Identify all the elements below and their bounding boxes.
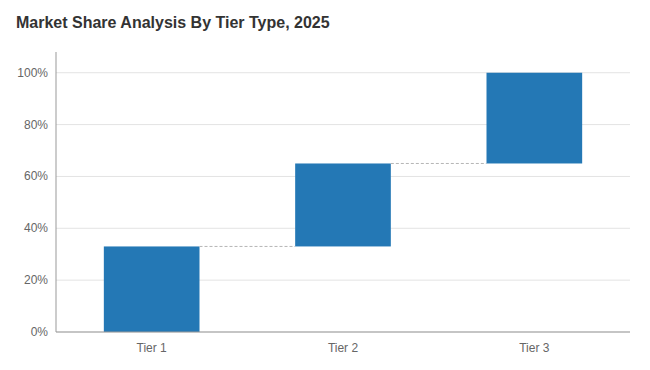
x-tick-label: Tier 2	[328, 341, 359, 355]
grid	[56, 73, 630, 332]
y-axis-line	[56, 52, 57, 332]
x-tick-label: Tier 3	[519, 341, 550, 355]
chart-svg: Market Share Analysis By Tier Type, 2025…	[0, 0, 650, 370]
connector	[200, 246, 296, 247]
y-tick-label: 60%	[24, 169, 48, 183]
marks	[104, 73, 582, 332]
grid-line	[56, 332, 630, 333]
x-tick-label: Tier 1	[137, 341, 168, 355]
connector	[391, 163, 487, 164]
title: Market Share Analysis By Tier Type, 2025	[16, 14, 330, 31]
y-tick-label: 40%	[24, 221, 48, 235]
y-tick-label: 100%	[17, 66, 48, 80]
y-tick-label: 0%	[31, 325, 49, 339]
y-tick-label: 80%	[24, 118, 48, 132]
chart-container: Market Share Analysis By Tier Type, 2025…	[0, 0, 650, 370]
y-tick-label: 20%	[24, 273, 48, 287]
bar	[104, 246, 200, 332]
bar	[295, 163, 391, 246]
bar	[487, 73, 583, 164]
x-axis-line	[56, 332, 630, 333]
